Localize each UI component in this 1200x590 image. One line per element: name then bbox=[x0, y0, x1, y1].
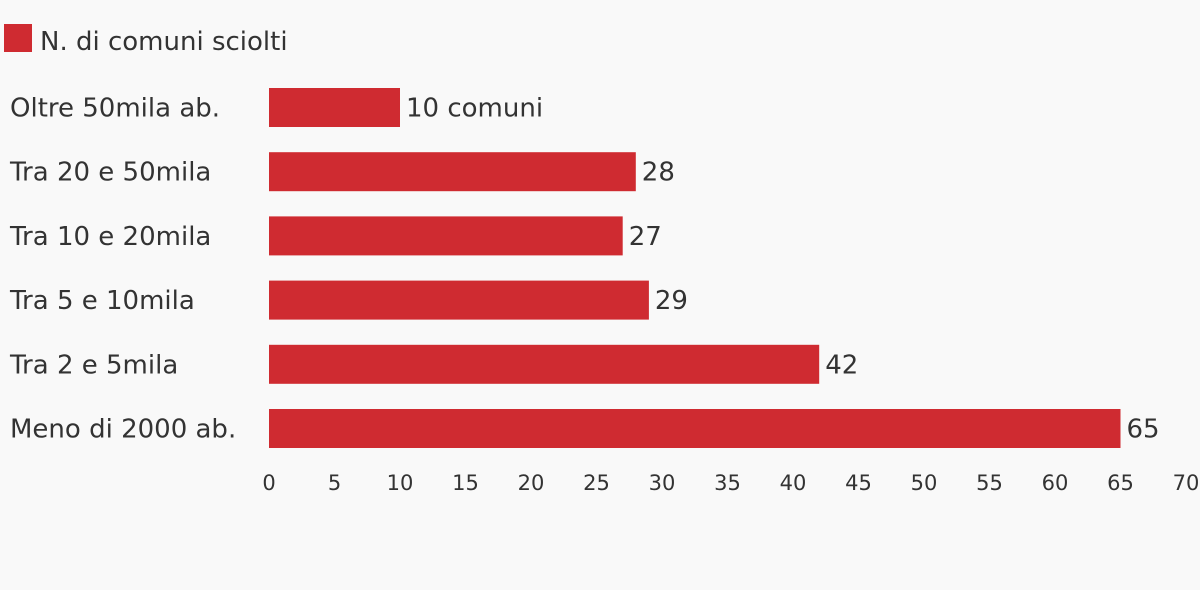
x-tick-label: 25 bbox=[583, 471, 610, 495]
data-label: 65 bbox=[1127, 415, 1160, 445]
bar bbox=[269, 280, 649, 320]
x-tick-label: 35 bbox=[714, 471, 741, 495]
category-label: Meno di 2000 ab. bbox=[10, 415, 236, 445]
data-label: 29 bbox=[655, 286, 688, 316]
category-label: Oltre 50mila ab. bbox=[10, 94, 220, 124]
x-tick-label: 30 bbox=[649, 471, 676, 495]
x-tick-label: 65 bbox=[1107, 471, 1134, 495]
x-axis: 0 5 10 15 20 25 30 35 40 45 50 55 60 65 70 bbox=[262, 471, 1199, 495]
category-labels: Oltre 50mila ab. Tra 20 e 50mila Tra 10 e … bbox=[9, 94, 236, 445]
bar bbox=[269, 409, 1121, 448]
bars bbox=[269, 88, 1121, 448]
legend-label: N. di comuni sciolti bbox=[40, 27, 288, 57]
x-tick-label: 55 bbox=[976, 471, 1003, 495]
bar bbox=[269, 88, 400, 127]
category-label: Tra 5 e 10mila bbox=[9, 286, 195, 316]
x-tick-label: 5 bbox=[328, 471, 341, 495]
legend: N. di comuni sciolti bbox=[4, 24, 288, 57]
data-label: 42 bbox=[825, 350, 858, 380]
x-tick-label: 70 bbox=[1173, 471, 1200, 495]
value-labels: 10 comuni 28 27 29 42 65 bbox=[406, 94, 1160, 445]
x-tick-label: 15 bbox=[452, 471, 479, 495]
data-label: 10 comuni bbox=[406, 94, 543, 124]
bar bbox=[269, 216, 623, 256]
data-label: 27 bbox=[629, 222, 662, 252]
category-label: Tra 10 e 20mila bbox=[9, 222, 211, 252]
category-label: Tra 20 e 50mila bbox=[9, 158, 211, 188]
x-tick-label: 60 bbox=[1042, 471, 1069, 495]
x-tick-label: 20 bbox=[518, 471, 545, 495]
bar bbox=[269, 152, 636, 192]
x-tick-label: 10 bbox=[387, 471, 414, 495]
x-tick-label: 0 bbox=[262, 471, 275, 495]
category-label: Tra 2 e 5mila bbox=[9, 350, 178, 380]
legend-swatch bbox=[4, 24, 32, 52]
bar bbox=[269, 344, 820, 384]
x-tick-label: 40 bbox=[780, 471, 807, 495]
x-tick-label: 45 bbox=[845, 471, 872, 495]
x-tick-label: 50 bbox=[911, 471, 938, 495]
data-label: 28 bbox=[642, 158, 675, 188]
